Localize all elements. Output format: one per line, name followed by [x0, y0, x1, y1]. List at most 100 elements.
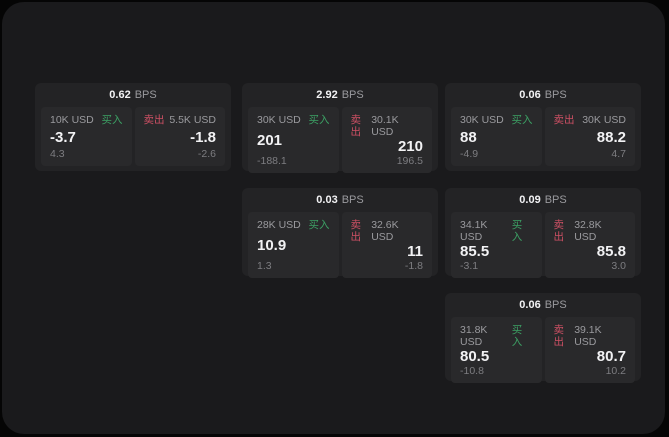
buy-amount: 31.8K USD	[460, 324, 488, 348]
sell-label: 卖出	[553, 324, 565, 348]
buy-delta: -188.1	[257, 155, 287, 167]
bps-unit-label: BPS	[544, 89, 567, 101]
bps-value: 0.06	[519, 89, 541, 101]
sell-price: 80.7	[596, 348, 626, 365]
sell-tile[interactable]: 卖出 39.1K USD 80.7 10.2	[544, 317, 635, 383]
sell-delta: 4.7	[611, 148, 626, 160]
buy-tile[interactable]: 30K USD 买入 201 -188.1	[248, 107, 339, 173]
sell-tile-top: 卖出 30K USD	[554, 114, 627, 126]
sell-price: 88.2	[596, 128, 626, 146]
buy-delta: -4.9	[460, 148, 479, 160]
buy-price: 10.9	[257, 237, 287, 254]
buy-delta: -3.1	[460, 260, 479, 272]
bps-value: 0.62	[109, 89, 131, 101]
card-body: 30K USD 买入 88 -4.9 卖出 30K USD 88.2 4.7	[445, 107, 641, 171]
sell-tile-top: 卖出 32.6K USD	[351, 219, 424, 243]
buy-label: 买入	[511, 219, 523, 243]
sell-amount: 39.1K USD	[574, 324, 602, 348]
buy-delta: 1.3	[257, 260, 272, 272]
sell-label: 卖出	[350, 114, 362, 138]
buy-price: 85.5	[460, 243, 490, 260]
buy-amount: 30K USD	[460, 114, 504, 126]
buy-label: 买入	[511, 324, 523, 348]
bps-value: 0.06	[519, 299, 541, 311]
sell-delta: -2.6	[197, 148, 216, 160]
sell-tile-top: 卖出 39.1K USD	[554, 324, 627, 348]
card-body: 28K USD 买入 10.9 1.3 卖出 32.6K USD 11 -1.8	[242, 212, 438, 283]
sell-price: -1.8	[190, 128, 216, 146]
sell-delta: 3.0	[611, 260, 626, 272]
card-body: 30K USD 买入 201 -188.1 卖出 30.1K USD 210 1…	[242, 107, 438, 178]
buy-tile[interactable]: 10K USD 买入 -3.7 4.3	[41, 107, 132, 166]
bps-value: 0.09	[519, 194, 541, 206]
sell-label: 卖出	[143, 114, 165, 126]
card-header: 2.92 BPS	[242, 83, 438, 107]
buy-tile-top: 34.1K USD 买入	[460, 219, 533, 243]
buy-price: 88	[460, 128, 477, 146]
buy-amount: 10K USD	[50, 114, 94, 126]
trading-panel: 0.62 BPS 10K USD 买入 -3.7 4.3 卖出 5.5K USD…	[2, 2, 665, 434]
card-header: 0.06 BPS	[445, 293, 641, 317]
bps-unit-label: BPS	[544, 299, 567, 311]
buy-price: -3.7	[50, 128, 76, 146]
sell-tile-top: 卖出 32.8K USD	[554, 219, 627, 243]
bps-unit-label: BPS	[134, 89, 157, 101]
sell-tile[interactable]: 卖出 30.1K USD 210 196.5	[341, 107, 432, 173]
buy-tile-top: 31.8K USD 买入	[460, 324, 533, 348]
buy-tile-top: 30K USD 买入	[460, 114, 533, 126]
sell-tile[interactable]: 卖出 5.5K USD -1.8 -2.6	[134, 107, 225, 166]
sell-tile[interactable]: 卖出 30K USD 88.2 4.7	[544, 107, 635, 166]
sell-tile[interactable]: 卖出 32.8K USD 85.8 3.0	[544, 212, 635, 278]
sell-price: 85.8	[596, 243, 626, 260]
bps-value: 2.92	[316, 89, 338, 101]
sell-delta: 196.5	[396, 155, 423, 167]
buy-tile[interactable]: 28K USD 买入 10.9 1.3	[248, 212, 339, 278]
cards-area: 0.62 BPS 10K USD 买入 -3.7 4.3 卖出 5.5K USD…	[2, 2, 665, 434]
sell-label: 卖出	[553, 114, 575, 126]
quote-card: 0.62 BPS 10K USD 买入 -3.7 4.3 卖出 5.5K USD…	[35, 83, 231, 171]
sell-label: 卖出	[553, 219, 565, 243]
buy-tile[interactable]: 31.8K USD 买入 80.5 -10.8	[451, 317, 542, 383]
card-body: 10K USD 买入 -3.7 4.3 卖出 5.5K USD -1.8 -2.…	[35, 107, 231, 171]
buy-label: 买入	[511, 114, 533, 126]
buy-amount: 34.1K USD	[460, 219, 488, 243]
quote-card: 2.92 BPS 30K USD 买入 201 -188.1 卖出 30.1K …	[242, 83, 438, 173]
sell-label: 卖出	[350, 219, 362, 243]
buy-label: 买入	[308, 219, 330, 231]
sell-price: 210	[397, 138, 423, 155]
buy-amount: 30K USD	[257, 114, 301, 126]
sell-tile[interactable]: 卖出 32.6K USD 11 -1.8	[341, 212, 432, 278]
sell-tile-top: 卖出 30.1K USD	[351, 114, 424, 138]
quote-card: 0.03 BPS 28K USD 买入 10.9 1.3 卖出 32.6K US…	[242, 188, 438, 278]
buy-tile-top: 28K USD 买入	[257, 219, 330, 231]
bps-value: 0.03	[316, 194, 338, 206]
sell-tile-top: 卖出 5.5K USD	[144, 114, 217, 126]
buy-amount: 28K USD	[257, 219, 301, 231]
card-body: 34.1K USD 买入 85.5 -3.1 卖出 32.8K USD 85.8…	[445, 212, 641, 283]
buy-tile[interactable]: 30K USD 买入 88 -4.9	[451, 107, 542, 166]
card-header: 0.03 BPS	[242, 188, 438, 212]
card-body: 31.8K USD 买入 80.5 -10.8 卖出 39.1K USD 80.…	[445, 317, 641, 388]
card-header: 0.06 BPS	[445, 83, 641, 107]
sell-amount: 30.1K USD	[371, 114, 399, 138]
buy-tile[interactable]: 34.1K USD 买入 85.5 -3.1	[451, 212, 542, 278]
sell-amount: 32.8K USD	[574, 219, 602, 243]
bps-unit-label: BPS	[341, 89, 364, 101]
sell-amount: 32.6K USD	[371, 219, 399, 243]
buy-tile-top: 30K USD 买入	[257, 114, 330, 126]
bps-unit-label: BPS	[341, 194, 364, 206]
buy-price: 201	[257, 132, 283, 149]
quote-card: 0.09 BPS 34.1K USD 买入 85.5 -3.1 卖出 32.8K…	[445, 188, 641, 278]
buy-label: 买入	[308, 114, 330, 126]
buy-tile-top: 10K USD 买入	[50, 114, 123, 126]
sell-delta: 10.2	[605, 365, 626, 377]
sell-amount: 30K USD	[582, 114, 626, 126]
card-header: 0.62 BPS	[35, 83, 231, 107]
buy-label: 买入	[101, 114, 123, 126]
bps-unit-label: BPS	[544, 194, 567, 206]
buy-price: 80.5	[460, 348, 490, 365]
sell-delta: -1.8	[404, 260, 423, 272]
quote-card: 0.06 BPS 30K USD 买入 88 -4.9 卖出 30K USD 8…	[445, 83, 641, 171]
quote-card: 0.06 BPS 31.8K USD 买入 80.5 -10.8 卖出 39.1…	[445, 293, 641, 383]
sell-price: 11	[407, 243, 423, 260]
